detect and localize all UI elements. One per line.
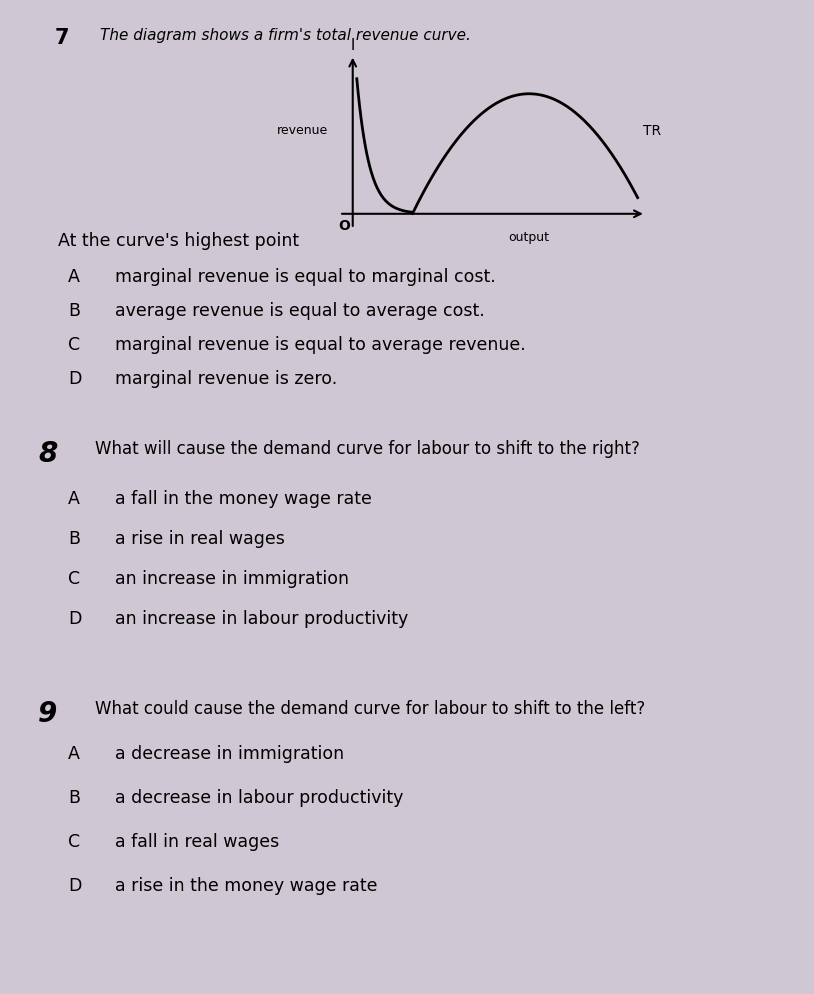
- Text: A: A: [68, 267, 80, 285]
- Text: a fall in the money wage rate: a fall in the money wage rate: [115, 489, 372, 508]
- Text: a decrease in labour productivity: a decrease in labour productivity: [115, 788, 404, 806]
- Text: O: O: [338, 219, 350, 233]
- Text: A: A: [68, 489, 80, 508]
- Text: At the curve's highest point: At the curve's highest point: [58, 232, 299, 249]
- Text: revenue: revenue: [277, 124, 328, 137]
- Text: 7: 7: [55, 28, 69, 48]
- Text: TR: TR: [643, 123, 661, 137]
- Text: What could cause the demand curve for labour to shift to the left?: What could cause the demand curve for la…: [95, 700, 646, 718]
- Text: B: B: [68, 302, 80, 320]
- Text: a fall in real wages: a fall in real wages: [115, 832, 279, 850]
- Text: a rise in the money wage rate: a rise in the money wage rate: [115, 876, 378, 894]
- Text: 9: 9: [38, 700, 57, 728]
- Text: B: B: [68, 788, 80, 806]
- Text: an increase in immigration: an increase in immigration: [115, 570, 349, 587]
- Text: D: D: [68, 370, 81, 388]
- Text: marginal revenue is equal to marginal cost.: marginal revenue is equal to marginal co…: [115, 267, 496, 285]
- Text: output: output: [509, 231, 549, 245]
- Text: D: D: [68, 609, 81, 627]
- Text: a rise in real wages: a rise in real wages: [115, 530, 285, 548]
- Text: 8: 8: [38, 439, 57, 467]
- Text: C: C: [68, 832, 80, 850]
- Text: C: C: [68, 336, 80, 354]
- Text: B: B: [68, 530, 80, 548]
- Text: The diagram shows a firm's total revenue curve.: The diagram shows a firm's total revenue…: [100, 28, 470, 43]
- Text: C: C: [68, 570, 80, 587]
- Text: marginal revenue is equal to average revenue.: marginal revenue is equal to average rev…: [115, 336, 526, 354]
- Text: average revenue is equal to average cost.: average revenue is equal to average cost…: [115, 302, 485, 320]
- Text: a decrease in immigration: a decrease in immigration: [115, 745, 344, 762]
- Text: an increase in labour productivity: an increase in labour productivity: [115, 609, 409, 627]
- Text: What will cause the demand curve for labour to shift to the right?: What will cause the demand curve for lab…: [95, 439, 640, 457]
- Text: l: l: [351, 38, 355, 53]
- Text: marginal revenue is zero.: marginal revenue is zero.: [115, 370, 337, 388]
- Text: A: A: [68, 745, 80, 762]
- Text: D: D: [68, 876, 81, 894]
